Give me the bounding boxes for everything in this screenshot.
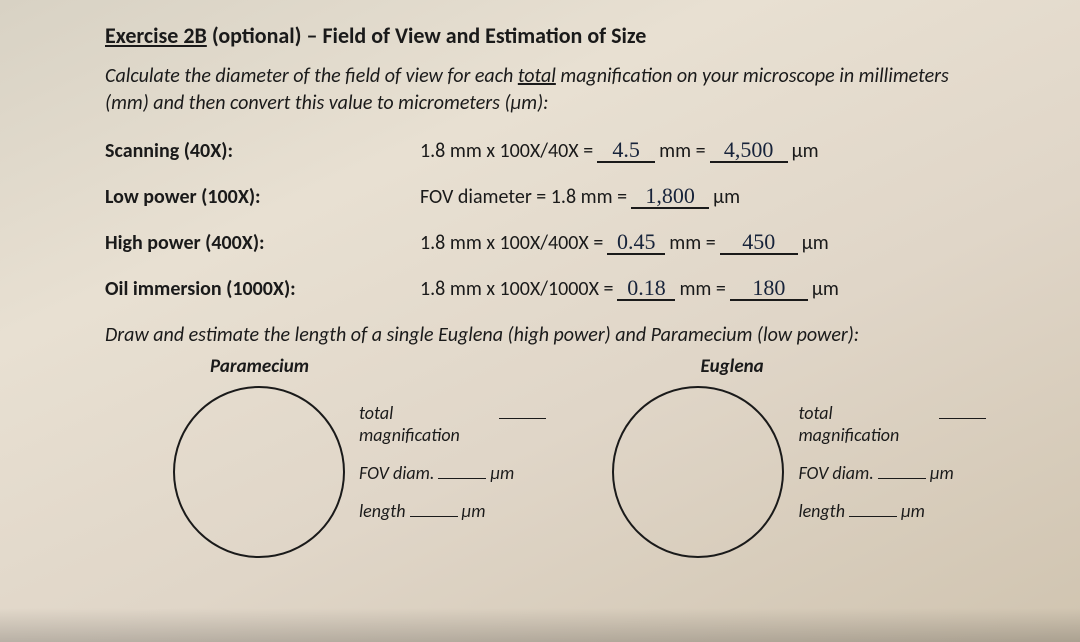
instruction-1a: Calculate the diameter of the field of v… <box>105 64 518 88</box>
instruction-2: Draw and estimate the length of a single… <box>105 323 990 347</box>
oil-unit: μm <box>812 277 839 301</box>
low-label: Low power (100X): <box>105 185 420 209</box>
low-lhs: FOV diameter = 1.8 mm = <box>420 185 627 209</box>
euglena-title: Euglena <box>700 355 990 378</box>
oil-um-blank[interactable]: 180 <box>730 277 808 301</box>
scanning-mm-blank[interactable]: 4.5 <box>597 139 655 163</box>
page-bottom-shadow <box>0 608 1080 642</box>
instruction-1-underline: total <box>518 64 556 88</box>
row-scanning: Scanning (40X): 1.8 mm x 100X/40X = 4.5 … <box>105 139 990 163</box>
euglena-fields: total magnification FOV diam. μm length … <box>798 384 990 522</box>
oil-mm-blank[interactable]: 0.18 <box>617 277 675 301</box>
euglena-fov-label: FOV diam. <box>798 462 873 484</box>
paramecium-fov-blank[interactable] <box>438 478 486 479</box>
low-um-blank[interactable]: 1,800 <box>631 185 709 209</box>
row-high: High power (400X): 1.8 mm x 100X/400X = … <box>105 231 990 255</box>
euglena-mag-label: total magnification <box>798 402 934 446</box>
scanning-unit: μm <box>792 139 819 163</box>
paramecium-fov-unit: μm <box>490 462 514 484</box>
high-um-blank[interactable]: 450 <box>720 231 798 255</box>
scanning-um-blank[interactable]: 4,500 <box>710 139 788 163</box>
high-label: High power (400X): <box>105 231 420 255</box>
low-unit: μm <box>713 185 740 209</box>
paramecium-circle[interactable] <box>173 386 345 558</box>
high-unit: μm <box>802 231 829 255</box>
high-mid: mm = <box>669 231 715 255</box>
row-low: Low power (100X): FOV diameter = 1.8 mm … <box>105 185 990 209</box>
scanning-lhs: 1.8 mm x 100X/40X = <box>420 139 593 163</box>
euglena-fov-unit: μm <box>930 462 954 484</box>
paramecium-fov-label: FOV diam. <box>359 462 434 484</box>
oil-mid: mm = <box>679 277 725 301</box>
euglena-circle[interactable] <box>612 386 784 558</box>
title-dash: – <box>306 22 317 49</box>
oil-lhs: 1.8 mm x 100X/1000X = <box>420 277 613 301</box>
oil-label: Oil immersion (1000X): <box>105 277 420 301</box>
euglena-len-unit: μm <box>901 500 925 522</box>
paramecium-fields: total magnification FOV diam. μm length … <box>359 384 550 522</box>
exercise-title: Exercise 2B (optional) – Field of View a… <box>105 22 990 49</box>
paramecium-len-unit: μm <box>462 500 486 522</box>
draw-section: Paramecium total magnification FOV diam.… <box>105 355 990 558</box>
instruction-1: Calculate the diameter of the field of v… <box>105 63 990 117</box>
paramecium-len-blank[interactable] <box>410 516 458 517</box>
paramecium-mag-label: total magnification <box>359 402 495 446</box>
scanning-label: Scanning (40X): <box>105 139 420 163</box>
exercise-subject: Field of View and Estimation of Size <box>322 22 646 49</box>
euglena-mag-blank[interactable] <box>939 418 986 419</box>
euglena-len-blank[interactable] <box>849 516 897 517</box>
high-lhs: 1.8 mm x 100X/400X = <box>420 231 603 255</box>
euglena-column: Euglena total magnification FOV diam. μm… <box>560 355 990 558</box>
paramecium-mag-blank[interactable] <box>499 418 546 419</box>
paramecium-len-label: length <box>359 500 406 522</box>
optional-tag: (optional) <box>212 22 302 49</box>
scanning-mid: mm = <box>659 139 705 163</box>
euglena-fov-blank[interactable] <box>878 478 926 479</box>
row-oil: Oil immersion (1000X): 1.8 mm x 100X/100… <box>105 277 990 301</box>
paramecium-column: Paramecium total magnification FOV diam.… <box>105 355 550 558</box>
paramecium-title: Paramecium <box>210 355 550 378</box>
high-mm-blank[interactable]: 0.45 <box>607 231 665 255</box>
exercise-number: Exercise 2B <box>105 22 207 49</box>
euglena-len-label: length <box>798 500 845 522</box>
